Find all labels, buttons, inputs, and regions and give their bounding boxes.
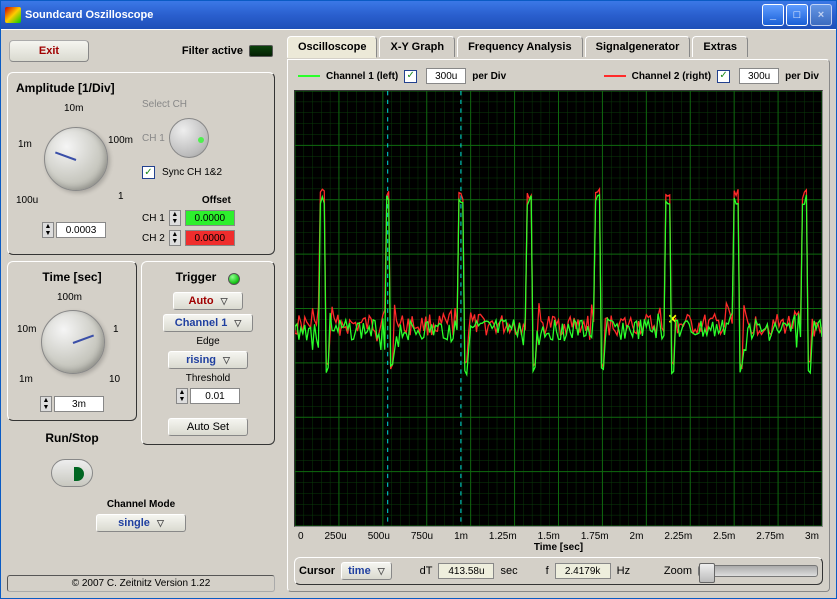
trigger-title: Trigger: [176, 270, 217, 284]
trigger-panel: Trigger Auto Channel 1 Edge rising Thres…: [141, 261, 275, 445]
cursor-dt-value: [438, 563, 494, 579]
tab-xy-graph[interactable]: X-Y Graph: [379, 36, 455, 57]
ch1-div-value[interactable]: [426, 68, 466, 84]
version-label: © 2007 C. Zeitnitz Version 1.22: [7, 575, 275, 592]
time-title: Time [sec]: [42, 270, 101, 284]
tab-bar: Oscilloscope X-Y Graph Frequency Analysi…: [287, 36, 830, 57]
ch1-offset-value[interactable]: [185, 210, 235, 226]
amplitude-spinner[interactable]: ▲▼: [42, 222, 54, 238]
trigger-channel-dropdown[interactable]: Channel 1: [163, 314, 253, 332]
minimize-button[interactable]: _: [762, 4, 784, 26]
scope-display[interactable]: ✕: [294, 90, 823, 527]
trigger-edge-dropdown[interactable]: rising: [168, 351, 248, 369]
filter-led: [249, 45, 273, 57]
channel-mode-dropdown[interactable]: single: [96, 514, 186, 532]
maximize-button[interactable]: □: [786, 4, 808, 26]
time-panel: Time [sec] 10m 100m 1 1m 10 ▲▼: [7, 261, 137, 421]
ch2-div-value[interactable]: [739, 68, 779, 84]
app-icon: [5, 7, 21, 23]
amplitude-value[interactable]: [56, 222, 106, 238]
cursor-mode-dropdown[interactable]: time: [341, 562, 392, 580]
trigger-mode-dropdown[interactable]: Auto: [173, 292, 243, 310]
amplitude-knob-area: 1m 10m 100m 100u 1: [16, 99, 136, 219]
runstop-label: Run/Stop: [45, 431, 98, 445]
trigger-thresh-spinner[interactable]: ▲▼: [176, 388, 188, 404]
titlebar[interactable]: Soundcard Oszilloscope _ □ ×: [1, 1, 836, 29]
xaxis-label: Time [sec]: [294, 542, 823, 553]
trigger-thresh-value[interactable]: [190, 388, 240, 404]
exit-button[interactable]: Exit: [9, 40, 89, 62]
tab-frequency[interactable]: Frequency Analysis: [457, 36, 583, 57]
amplitude-knob[interactable]: [44, 127, 108, 191]
tab-extras[interactable]: Extras: [692, 36, 748, 57]
app-window: Soundcard Oszilloscope _ □ × Exit Filter…: [0, 0, 837, 599]
channel-mode-label: Channel Mode: [107, 499, 175, 510]
zoom-slider[interactable]: [698, 565, 818, 577]
ch1-offset-spinner[interactable]: ▲▼: [169, 210, 181, 226]
filter-active-label: Filter active: [182, 45, 243, 57]
ch2-color-icon: [604, 75, 626, 77]
runstop-panel: Run/Stop: [7, 431, 137, 493]
time-knob[interactable]: [41, 310, 105, 374]
time-spinner[interactable]: ▲▼: [40, 396, 52, 412]
window-title: Soundcard Oszilloscope: [25, 9, 762, 21]
autoset-button[interactable]: Auto Set: [168, 418, 248, 436]
amplitude-title: Amplitude [1/Div]: [16, 81, 266, 95]
ch2-offset-spinner[interactable]: ▲▼: [169, 230, 181, 246]
oscilloscope-pane: Channel 1 (left) ✓ per Div Channel 2 (ri…: [287, 59, 830, 592]
tab-signalgen[interactable]: Signalgenerator: [585, 36, 691, 57]
select-ch-label: Select CH: [142, 99, 187, 110]
close-button[interactable]: ×: [810, 4, 832, 26]
ch2-offset-value[interactable]: [185, 230, 235, 246]
amplitude-panel: Amplitude [1/Div] 1m 10m 100m 100u 1 ▲▼: [7, 72, 275, 255]
sync-checkbox[interactable]: ✓: [142, 166, 155, 179]
trigger-led: [228, 273, 240, 285]
ch2-enable-checkbox[interactable]: ✓: [717, 70, 730, 83]
time-value[interactable]: [54, 396, 104, 412]
runstop-button[interactable]: [51, 459, 93, 487]
ch1-color-icon: [298, 75, 320, 77]
tab-oscilloscope[interactable]: Oscilloscope: [287, 36, 377, 58]
cursor-f-value: [555, 563, 611, 579]
select-ch-knob[interactable]: [169, 118, 209, 158]
ch1-enable-checkbox[interactable]: ✓: [404, 70, 417, 83]
cursor-label: Cursor: [299, 565, 335, 577]
